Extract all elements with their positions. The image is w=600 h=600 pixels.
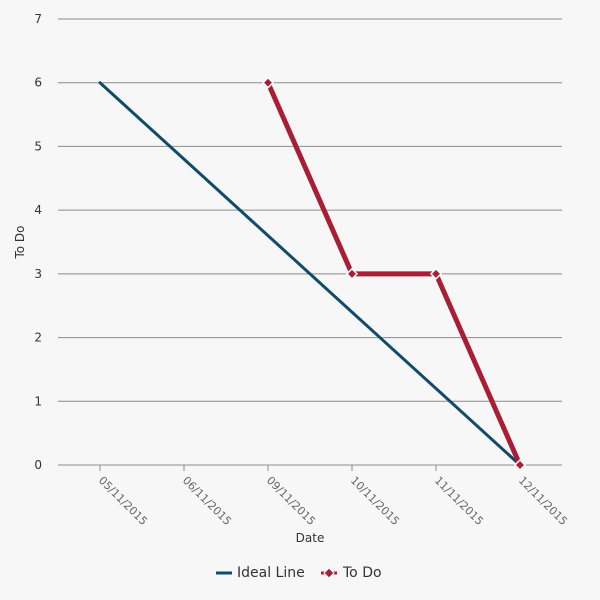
legend: Ideal Line To Do [216,565,382,581]
gridlines [58,18,562,466]
y-axis-title: To Do [13,225,27,259]
legend-item-ideal-line[interactable]: Ideal Line [216,565,305,581]
series-line-ideal-line [98,81,522,467]
data-point-to-do-diamond-icon [345,267,359,280]
y-tick-label: 6 [34,76,42,90]
y-tick-label: 7 [34,12,42,26]
legend-to-do-label: To Do [342,565,382,581]
series-markers [261,76,527,472]
legend-item-to-do[interactable]: To Do [321,565,382,581]
data-point-to-do-diamond-icon [261,76,275,89]
y-tick-label: 5 [34,139,42,153]
data-point-to-do-diamond-icon [513,458,527,472]
y-tick-label: 0 [34,458,42,472]
y-tick-label: 4 [34,203,42,217]
series-line-to-do [265,80,523,468]
legend-to-do-diamond-icon [323,567,335,579]
y-tick-label: 3 [34,267,42,281]
y-tick-label: 1 [34,394,42,408]
data-point-to-do-diamond-icon [429,267,443,280]
x-axis-title: Date [296,531,325,545]
y-tick-label: 2 [34,331,42,345]
legend-ideal-line-label: Ideal Line [237,565,305,581]
y-axis-ticks: 0 1 2 3 4 5 6 7 [34,12,42,472]
series-lines [98,80,523,468]
